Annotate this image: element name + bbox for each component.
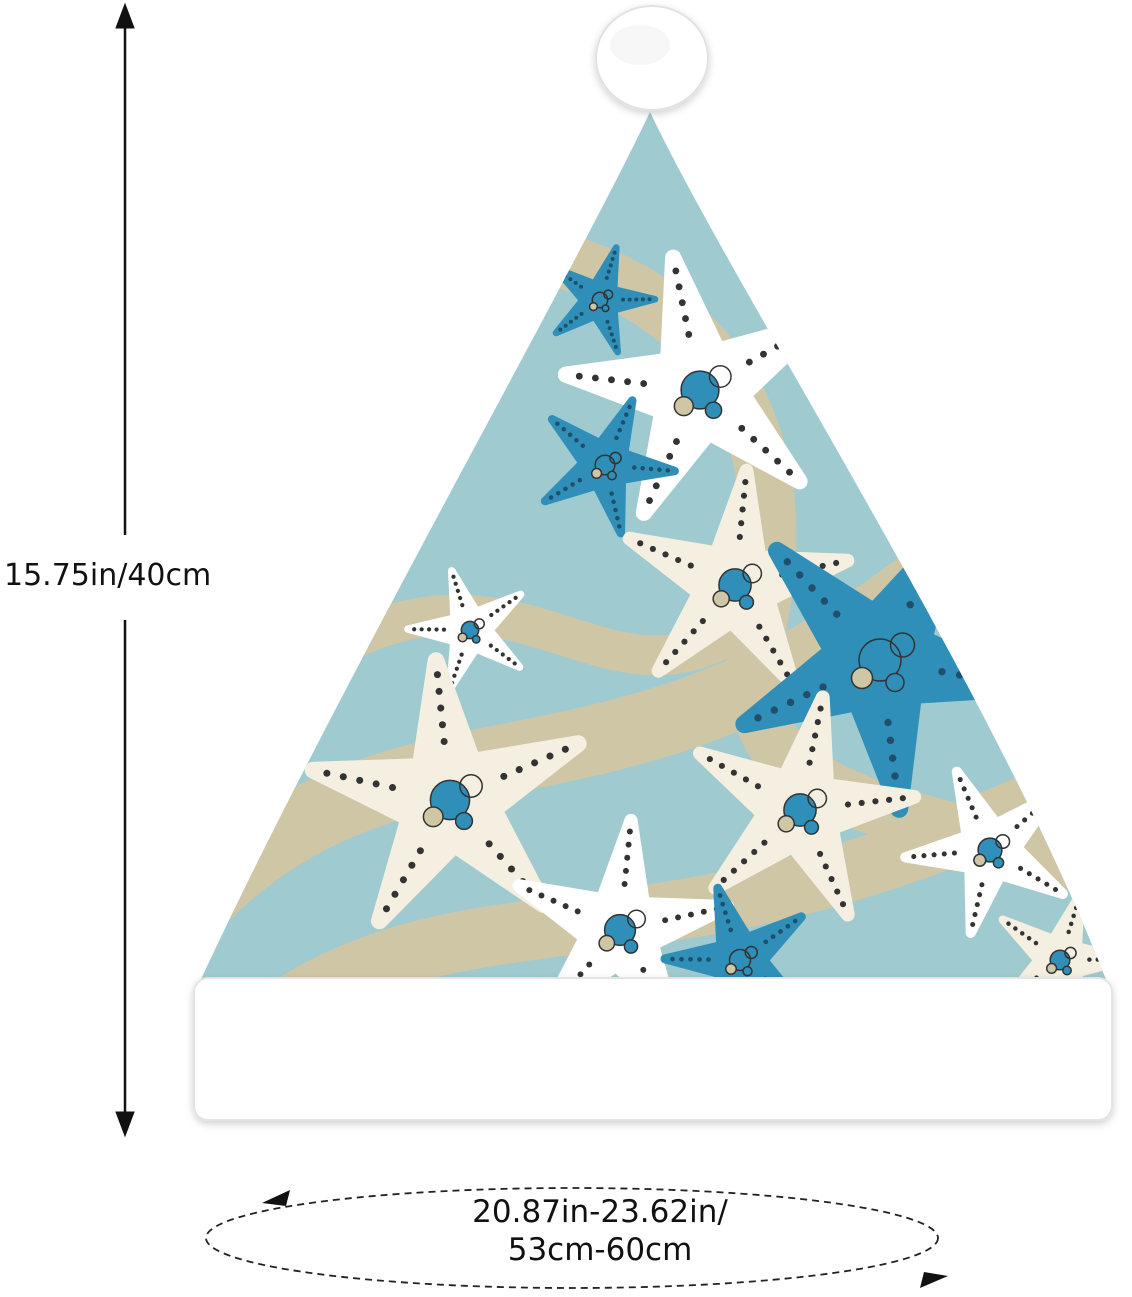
starfish (540, 396, 679, 538)
height-dimension-label: 15.75in/40cm (4, 556, 212, 596)
starfish (304, 652, 587, 930)
hat-pompom (595, 5, 709, 111)
vertical-double-arrow-icon (115, 2, 135, 1138)
hat-body (196, 112, 1110, 990)
circumference-dimension-label: 20.87in-23.62in/ 53cm-60cm (370, 1193, 830, 1269)
arrowhead-icon (920, 1272, 948, 1288)
circumference-line-1: 20.87in-23.62in/ (472, 1194, 728, 1230)
hat-brim (193, 977, 1113, 1121)
starfish (693, 690, 922, 922)
starfish (551, 244, 659, 356)
circumference-ellipse-icon (205, 1187, 948, 1289)
starfish (404, 567, 525, 693)
arrowhead-icon (262, 1190, 290, 1206)
starfish (512, 813, 735, 990)
starfish (622, 463, 855, 692)
circumference-line-2: 53cm-60cm (507, 1232, 693, 1268)
